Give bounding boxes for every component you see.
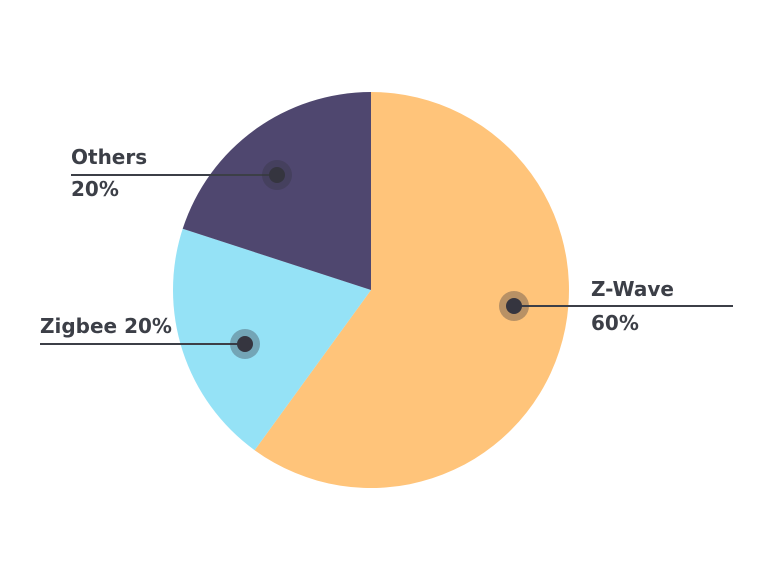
slice-label-z-wave-value: 60% bbox=[591, 311, 639, 335]
marker-dot-others bbox=[269, 167, 285, 183]
pie-slice-zigbee bbox=[172, 228, 371, 451]
slice-label-others: Others bbox=[71, 145, 147, 169]
slice-label-zigbee: Zigbee 20% bbox=[40, 314, 172, 338]
pie-slice-others bbox=[182, 92, 371, 290]
slice-label-others-value: 20% bbox=[71, 177, 119, 201]
pie-slices bbox=[172, 92, 569, 488]
leader-lines bbox=[40, 174, 733, 345]
slice-labels: Z-Wave 60% Zigbee 20% Others 20% bbox=[40, 145, 674, 338]
pie-slice-z-wave bbox=[254, 92, 569, 488]
marker-dot-zigbee bbox=[237, 336, 253, 352]
marker-dot-z-wave bbox=[506, 298, 522, 314]
slice-label-z-wave: Z-Wave bbox=[591, 277, 674, 301]
slice-markers bbox=[230, 160, 529, 359]
